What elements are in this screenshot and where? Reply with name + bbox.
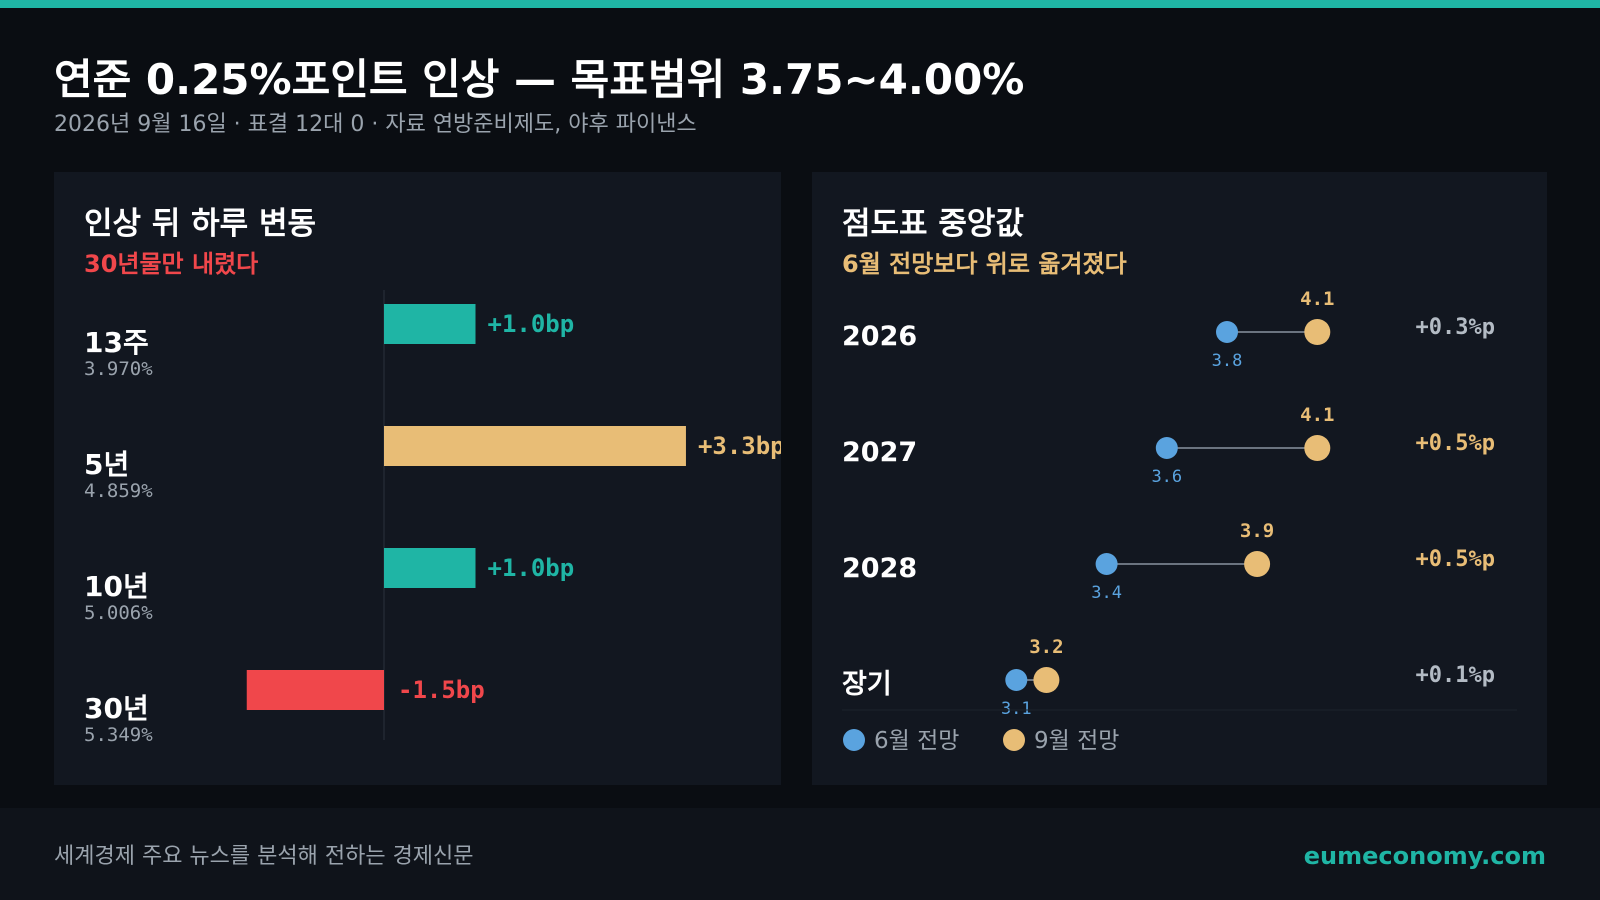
bar-yield-label: 5.006% (84, 602, 153, 624)
september-value-label: 3.2 (1029, 636, 1063, 658)
dot-plot-panel: 점도표 중앙값 6월 전망보다 위로 옮겨졌다 2026 3.8 4.1 +0.3%p… (812, 172, 1547, 785)
dot-panel-subtitle: 6월 전망보다 위로 옮겨졌다 (842, 250, 1127, 278)
bar-category-label: 13주 (84, 326, 149, 359)
bar-value-label: -1.5bp (398, 676, 485, 704)
june-dot (1155, 437, 1178, 459)
legend-june-icon (843, 729, 865, 751)
bar-yield-label: 4.859% (84, 480, 153, 502)
june-dot (1216, 321, 1238, 343)
bar-yield-label: 5.349% (84, 724, 153, 746)
legend-september-label: 9월 전망 (1034, 728, 1119, 754)
change-label: +0.3%p (1416, 315, 1495, 340)
bar (384, 426, 686, 466)
bar-category-label: 10년 (84, 570, 149, 603)
footer: 세계경제 주요 뉴스를 분석해 전하는 경제신문 eumeconomy.com (0, 808, 1600, 900)
legend-june-label: 6월 전망 (874, 728, 959, 754)
footer-site-link[interactable]: eumeconomy.com (1303, 842, 1546, 870)
dot-row-label: 2027 (842, 437, 917, 468)
june-value-label: 3.4 (1091, 583, 1122, 603)
page-subtitle: 2026년 9월 16일 · 표결 12대 0 · 자료 연방준비제도, 야후 … (54, 112, 697, 137)
bar (384, 304, 476, 344)
change-label: +0.5%p (1416, 431, 1495, 456)
yield-panel-title: 인상 뒤 하루 변동 (84, 206, 317, 242)
top-accent-bar (0, 0, 1600, 8)
dot-row-label: 2028 (842, 553, 917, 584)
june-value-label: 3.8 (1212, 351, 1243, 371)
september-value-label: 3.9 (1240, 520, 1274, 542)
september-value-label: 4.1 (1300, 288, 1334, 310)
bar-value-label: +3.3bp (698, 432, 781, 460)
bar-category-label: 30년 (84, 692, 149, 725)
bar (384, 548, 476, 588)
bar-value-label: +1.0bp (488, 554, 575, 582)
september-dot (1033, 667, 1060, 693)
september-value-label: 4.1 (1300, 404, 1334, 426)
bar-value-label: +1.0bp (488, 310, 575, 338)
yield-panel-subtitle: 30년물만 내렸다 (84, 250, 259, 278)
bar-yield-label: 3.970% (84, 358, 153, 380)
september-dot (1304, 319, 1331, 345)
change-label: +0.1%p (1416, 663, 1495, 688)
change-label: +0.5%p (1416, 547, 1495, 572)
dot-plot-chart: 2026 3.8 4.1 +0.3%p 2027 3.6 4.1 +0.5%p 2028 3.4 3… (842, 288, 1517, 754)
june-value-label: 3.1 (1001, 699, 1032, 719)
page-title: 연준 0.25%포인트 인상 — 목표범위 3.75~4.00% (54, 55, 1025, 104)
june-dot (1005, 669, 1028, 691)
dot-panel-title: 점도표 중앙값 (842, 206, 1024, 242)
legend-september-icon (1003, 729, 1025, 751)
june-value-label: 3.6 (1151, 467, 1182, 487)
dot-row-label: 장기 (842, 669, 892, 700)
yield-change-panel: 인상 뒤 하루 변동 30년물만 내렸다 13주 3.970% +1.0bp 5년 4.… (54, 172, 781, 785)
september-dot (1304, 435, 1331, 461)
dot-row-label: 2026 (842, 321, 917, 352)
bar-category-label: 5년 (84, 448, 129, 481)
september-dot (1244, 551, 1271, 577)
bar (246, 670, 384, 710)
footer-tagline: 세계경제 주요 뉴스를 분석해 전하는 경제신문 (54, 844, 474, 869)
june-dot (1095, 553, 1118, 575)
